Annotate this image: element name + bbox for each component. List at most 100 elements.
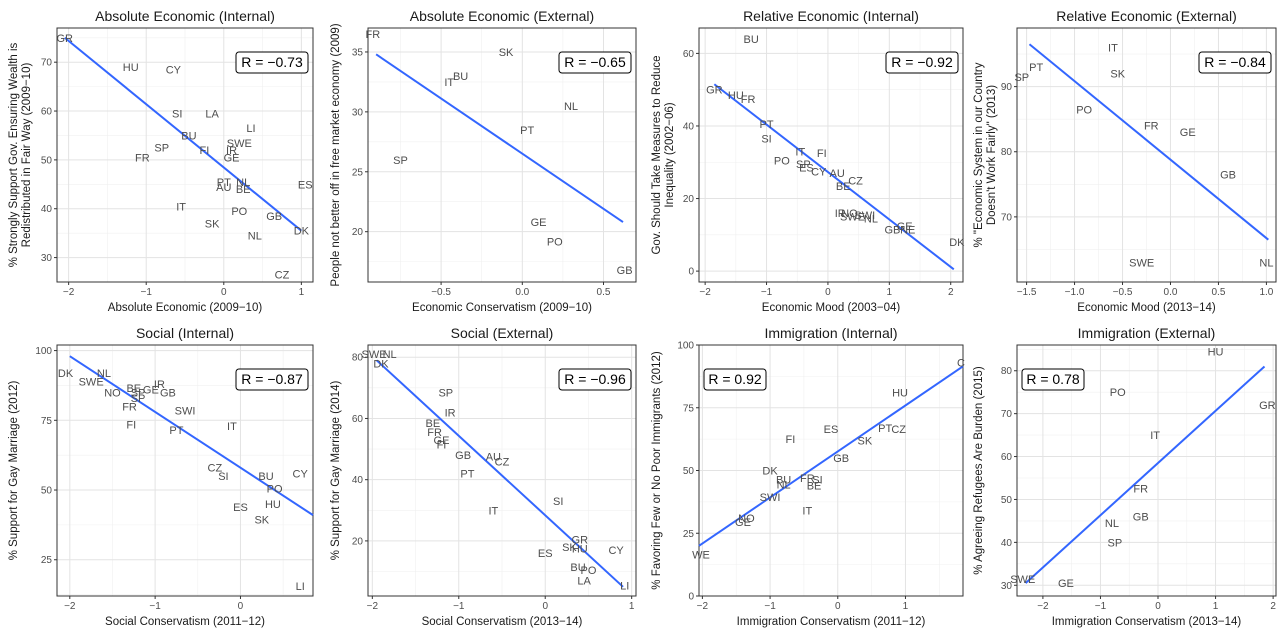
point-label: GE <box>735 517 751 529</box>
x-tick-label: −1 <box>149 601 161 612</box>
point-label: ES <box>298 179 313 191</box>
x-tick-label: 0 <box>1155 601 1161 612</box>
chart-title: Absolute Economic (Internal) <box>95 8 275 24</box>
x-tick-label: 0.0 <box>515 287 529 298</box>
chart-panel: −1.5 −1.0 −0.5 0.0 0.5 1.0 70 80 90 IT PT SK SP PO FR G… <box>965 0 1285 315</box>
y-tick-label: 0 <box>688 267 694 278</box>
r-annotation: R = −0.96 <box>564 371 626 387</box>
point-label: SWI <box>175 406 196 418</box>
point-label: GB <box>455 450 471 462</box>
chart-panel: −0.5 0.0 0.5 20 25 30 35 FR SK BU IT NL PT SP GE PO GB R … <box>322 0 644 315</box>
point-label: DK <box>762 466 778 478</box>
x-tick-label: −2 <box>1037 601 1049 612</box>
point-label: CY <box>293 468 309 480</box>
x-tick-label: −2 <box>367 601 379 612</box>
point-label: ES <box>799 163 814 175</box>
point-label: FR <box>427 427 442 439</box>
x-tick-label: −2 <box>697 601 709 612</box>
fit-line <box>375 359 624 588</box>
point-label: FI <box>437 439 447 451</box>
point-label: FI <box>126 419 136 431</box>
point-label: GR <box>57 33 74 45</box>
x-tick-label: 0 <box>542 601 548 612</box>
y-tick-label: 75 <box>41 416 53 427</box>
point-label: PO <box>1076 104 1092 116</box>
chart-title: Immigration (Internal) <box>764 325 897 341</box>
point-label: LI <box>296 581 305 593</box>
point-label: PT <box>520 125 534 137</box>
point-label: IT <box>444 77 454 89</box>
y-tick-label: 40 <box>352 475 364 486</box>
y-tick-label: 0 <box>688 592 694 603</box>
x-axis-label: Immigration Conservatism (2013−14) <box>1052 616 1242 628</box>
y-tick-label: 20 <box>683 194 695 205</box>
y-tick-label: 75 <box>683 403 695 414</box>
point-label: GB <box>884 224 900 236</box>
x-tick-label: −0.5 <box>431 287 451 298</box>
point-label: SWE <box>227 138 252 150</box>
point-label: SP <box>796 159 811 171</box>
x-tick-label: −1 <box>761 287 773 298</box>
point-label: NL <box>777 479 791 491</box>
point-label: FI <box>200 145 210 157</box>
point-label: GE <box>1180 127 1196 139</box>
point-label: PO <box>774 155 790 167</box>
point-label: GB <box>160 387 176 399</box>
point-label: LI <box>620 580 629 592</box>
point-label: IR <box>835 208 846 220</box>
y-tick-label: 50 <box>41 155 53 166</box>
y-tick-label: 90 <box>1001 82 1013 93</box>
point-label: SP <box>131 393 146 405</box>
y-axis-label: Doesn't Work Fairly" (2013) <box>986 85 998 225</box>
y-axis-label: Gov. Should Take Measures to Reduce <box>651 55 663 254</box>
chart-panel: −2 −1 0 1 2 30 40 50 60 70 80 HU PO GR IT FR GB NL SP SWE GE… <box>965 315 1285 630</box>
x-tick-label: −2 <box>699 287 711 298</box>
x-axis-label: Social Conservatism (2013−14) <box>422 616 583 628</box>
r-annotation-box <box>235 51 309 74</box>
y-tick-label: 80 <box>352 353 364 364</box>
chart-panel: −2 −1 0 1 0 25 50 75 100 C HU ES PT CZ FI SK GB DK BU FR SI N… <box>643 315 965 630</box>
point-label: C <box>957 358 965 370</box>
x-axis-label: Social Conservatism (2011−12) <box>105 616 265 628</box>
point-label: LI <box>246 123 255 135</box>
point-label: DK <box>373 358 389 370</box>
r-annotation: R = −0.87 <box>241 371 303 387</box>
y-tick-label: 50 <box>1001 495 1013 506</box>
y-axis-label: Inequality (2002−06) <box>664 102 676 207</box>
point-label: IR <box>154 379 165 391</box>
point-label: IT <box>1108 43 1118 55</box>
point-label: NO <box>738 513 755 525</box>
point-label: SP <box>393 155 408 167</box>
y-tick-label: 30 <box>352 107 364 118</box>
x-tick-label: 1 <box>299 287 305 298</box>
point-label: NL <box>864 214 878 226</box>
r-annotation-box <box>558 51 632 74</box>
point-label: BU <box>258 471 273 483</box>
x-tick-label: −1.5 <box>1017 287 1037 298</box>
fit-line <box>69 355 314 516</box>
fit-line <box>64 36 302 232</box>
y-tick-label: 25 <box>352 167 364 178</box>
point-label: GE <box>531 217 547 229</box>
point-label: GE <box>224 152 240 164</box>
y-axis-label: % Favoring Few or No Poor Immigrants (20… <box>651 351 663 590</box>
point-label: IT <box>802 506 812 518</box>
chart-panel: −2 −1 0 1 2 0 20 40 60 BU GR HU FR PT SI IT FI PO SP ES CY AU… <box>643 0 965 315</box>
point-label: CZ <box>275 270 290 282</box>
point-label: HU <box>265 499 281 511</box>
point-label: CY <box>608 545 624 557</box>
point-label: SP <box>131 387 146 399</box>
chart-title: Absolute Economic (External) <box>410 8 594 24</box>
point-label: FR <box>800 473 815 485</box>
point-label: PT <box>460 469 474 481</box>
point-label: IT <box>1150 430 1160 442</box>
y-tick-label: 25 <box>683 529 695 540</box>
point-label: NE <box>900 224 915 236</box>
y-axis-label: % Support for Gay Marriage (2014) <box>330 381 342 561</box>
point-label: SK <box>858 435 873 447</box>
x-axis-label: Absolute Economic (2009−10) <box>108 302 263 314</box>
point-label: IR <box>226 145 237 157</box>
y-tick-label: 60 <box>683 49 695 60</box>
